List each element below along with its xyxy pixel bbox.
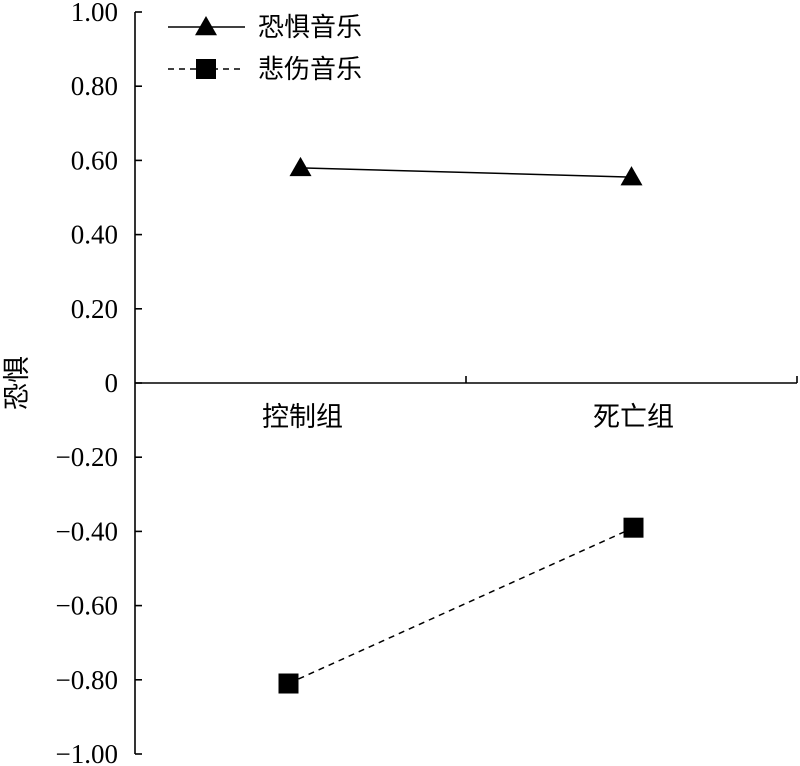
series-layer <box>278 156 644 694</box>
y-ticks: 1.00 0.80 0.60 0.40 0.20 0 −0.20 −0.40 −0.60 −0.8… <box>56 0 142 766</box>
y-tick-label: −0.20 <box>56 442 118 472</box>
x-categories: 控制组 死亡组 <box>262 376 798 433</box>
legend-square-marker <box>196 59 216 79</box>
y-tick-label: −0.40 <box>56 516 118 546</box>
square-marker <box>278 673 299 694</box>
y-tick-label: 0.80 <box>71 71 118 101</box>
legend-label: 恐惧音乐 <box>258 13 362 43</box>
y-tick-label: 1.00 <box>71 0 118 27</box>
y-tick-label: −0.60 <box>56 591 118 621</box>
y-tick-label: 0.20 <box>71 294 118 324</box>
x-category-label: 控制组 <box>262 402 343 433</box>
legend-item: 悲伤音乐 <box>168 55 362 85</box>
y-tick-label: −0.80 <box>56 665 118 695</box>
y-tick-label: −1.00 <box>56 739 118 766</box>
y-tick-label: 0.60 <box>71 145 118 175</box>
legend-item: 恐惧音乐 <box>168 13 362 43</box>
series-2 <box>278 517 644 694</box>
series-line <box>300 167 632 178</box>
series-1 <box>289 156 643 186</box>
y-axis-title: 恐惧 <box>2 356 33 410</box>
y-tick-label: 0 <box>105 368 119 398</box>
series-line <box>288 527 634 685</box>
triangle-marker <box>289 156 312 177</box>
legend-label: 悲伤音乐 <box>258 55 362 85</box>
y-tick-label: 0.40 <box>71 220 118 250</box>
legend-triangle-marker <box>195 16 217 36</box>
square-marker <box>623 517 644 538</box>
triangle-marker <box>620 166 643 186</box>
x-category-label: 死亡组 <box>593 402 674 433</box>
